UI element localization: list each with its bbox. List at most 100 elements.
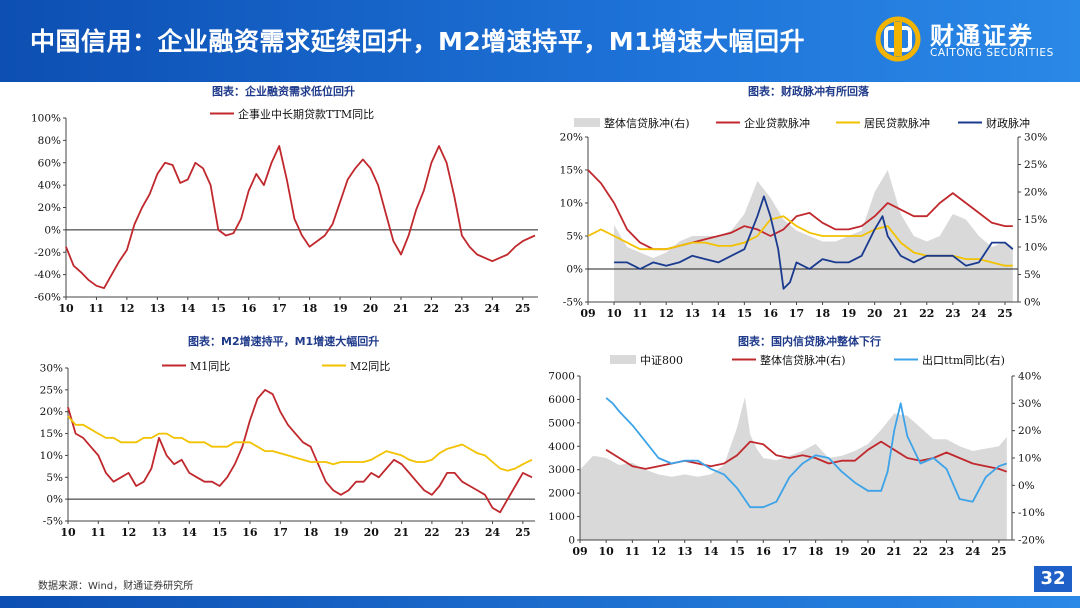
y-tick-label: 15% [560, 165, 583, 177]
y-tick-label: 30% [40, 363, 63, 375]
x-tick-label: 14 [182, 526, 198, 539]
x-tick-label: 17 [272, 302, 287, 315]
x-tick-label: 18 [815, 307, 831, 320]
x-tick-label: 19 [841, 307, 856, 320]
legend-label: M2同比 [350, 360, 390, 373]
x-tick-label: 10 [58, 302, 74, 315]
legend-label: 企事业中长期贷款TTM同比 [238, 107, 374, 121]
x-tick-label: 23 [455, 526, 470, 539]
x-tick-label: 16 [241, 302, 257, 315]
x-tick-label: 15 [729, 545, 744, 558]
x-tick-label: 17 [782, 545, 797, 558]
chart-credit-impulse: 图表：国内信贷脉冲整体下行 0 1000 2000 3000 4000 5000 6000 7… [540, 330, 1080, 575]
y-tick-label: -20% [34, 247, 61, 259]
x-tick-label: 14 [703, 545, 719, 558]
y2-tick-label: 10% [1018, 453, 1041, 465]
chart-plot: -60% -40% -20% 0% 20% 40% 60% 80% 100% 10 11 12 13 14… [31, 107, 538, 315]
company-logo: 财通证券 CAITONG SECURITIES [872, 14, 1072, 66]
y2-tick-label: -10% [1018, 507, 1045, 519]
x-tick-label: 25 [991, 545, 1006, 558]
x-tick-label: 21 [394, 526, 409, 539]
chart-m1-m2: 图表：M2增速持平，M1增速大幅回升 -5% 0% 5% 10% 15% 20% 25% 30… [0, 330, 540, 575]
x-tick-label: 20 [860, 545, 876, 558]
y2-tick-label: 10% [1024, 242, 1047, 254]
y-tick-label: 10% [560, 198, 583, 210]
x-tick-label: 25 [515, 302, 530, 315]
legend-label: 财政脉冲 [986, 116, 1030, 130]
y2-tick-label: 0% [1024, 297, 1041, 309]
x-tick-label: 25 [515, 526, 530, 539]
x-tick-label: 16 [763, 307, 779, 320]
x-tick-label: 11 [632, 307, 647, 320]
x-tick-label: 13 [151, 526, 166, 539]
x-tick-label: 12 [119, 302, 134, 315]
legend-swatch [574, 118, 600, 127]
x-tick-label: 15 [211, 302, 226, 315]
x-tick-label: 22 [913, 545, 928, 558]
y2-tick-label: 15% [1024, 214, 1047, 226]
y2-tick-label: 25% [1024, 159, 1047, 171]
y-tick-label: -5% [43, 516, 63, 528]
y-tick-label: 4000 [548, 441, 575, 453]
x-tick-label: 14 [711, 307, 727, 320]
x-tick-label: 14 [180, 302, 196, 315]
y2-tick-label: 30% [1018, 398, 1041, 410]
series-line [605, 397, 1008, 509]
y-tick-label: 20% [38, 202, 61, 214]
x-tick-label: 10 [60, 526, 76, 539]
series-line [65, 145, 536, 290]
y2-tick-label: 0% [1018, 480, 1035, 492]
x-tick-label: 13 [150, 302, 165, 315]
y-tick-label: 80% [38, 135, 61, 147]
data-source-note: 数据来源：Wind，财通证券研究所 [38, 581, 194, 592]
x-tick-label: 15 [737, 307, 752, 320]
chart-plot: -5% 0% 5% 10% 15% 20% 25% 30% 10 11 12 13 14 15 16 17 18… [40, 360, 535, 539]
x-tick-label: 25 [997, 307, 1012, 320]
x-tick-label: 24 [971, 307, 987, 320]
y-tick-label: 2000 [548, 488, 575, 500]
chart-title: 图表：企业融资需求低位回升 [212, 85, 355, 98]
y-tick-label: 1000 [548, 511, 575, 523]
x-tick-label: 23 [939, 545, 954, 558]
x-tick-label: 18 [303, 526, 319, 539]
y-tick-label: 6000 [548, 394, 575, 406]
x-tick-label: 17 [273, 526, 288, 539]
header-banner: 中国信用：企业融资需求延续回升，M2增速持平，M1增速大幅回升 财通证券 CAI… [0, 0, 1080, 82]
y-tick-label: 25% [40, 384, 63, 396]
y2-tick-label: 40% [1018, 371, 1041, 383]
y2-tick-label: 20% [1024, 187, 1047, 199]
x-tick-label: 12 [659, 307, 674, 320]
x-tick-label: 22 [424, 526, 439, 539]
x-tick-label: 22 [919, 307, 934, 320]
series-line [614, 195, 1014, 290]
y-tick-label: 20% [560, 132, 583, 144]
area-series [614, 170, 1013, 302]
y-tick-label: 15% [40, 428, 63, 440]
x-tick-label: 24 [485, 526, 501, 539]
x-tick-label: 13 [685, 307, 700, 320]
x-tick-label: 10 [599, 545, 615, 558]
y-tick-label: -60% [34, 292, 61, 304]
x-tick-label: 16 [756, 545, 772, 558]
y-tick-label: 0% [44, 224, 61, 236]
x-tick-label: 13 [677, 545, 692, 558]
x-tick-label: 09 [580, 307, 595, 320]
x-tick-label: 19 [333, 526, 348, 539]
y-tick-label: 10% [40, 450, 63, 462]
footer-bar [0, 596, 1080, 608]
x-tick-label: 10 [606, 307, 622, 320]
x-tick-label: 09 [572, 545, 587, 558]
y-tick-label: 5% [46, 472, 63, 484]
y-tick-label: 0% [566, 264, 583, 276]
y2-tick-label: -20% [1018, 535, 1045, 547]
y-tick-label: -5% [563, 297, 583, 309]
y2-tick-label: 30% [1024, 132, 1047, 144]
series-line [67, 389, 533, 514]
area-series [580, 397, 1007, 540]
x-tick-label: 19 [834, 545, 849, 558]
x-tick-label: 11 [89, 302, 104, 315]
x-tick-label: 21 [887, 545, 902, 558]
x-tick-label: 11 [625, 545, 640, 558]
x-tick-label: 24 [485, 302, 501, 315]
x-tick-label: 12 [651, 545, 666, 558]
